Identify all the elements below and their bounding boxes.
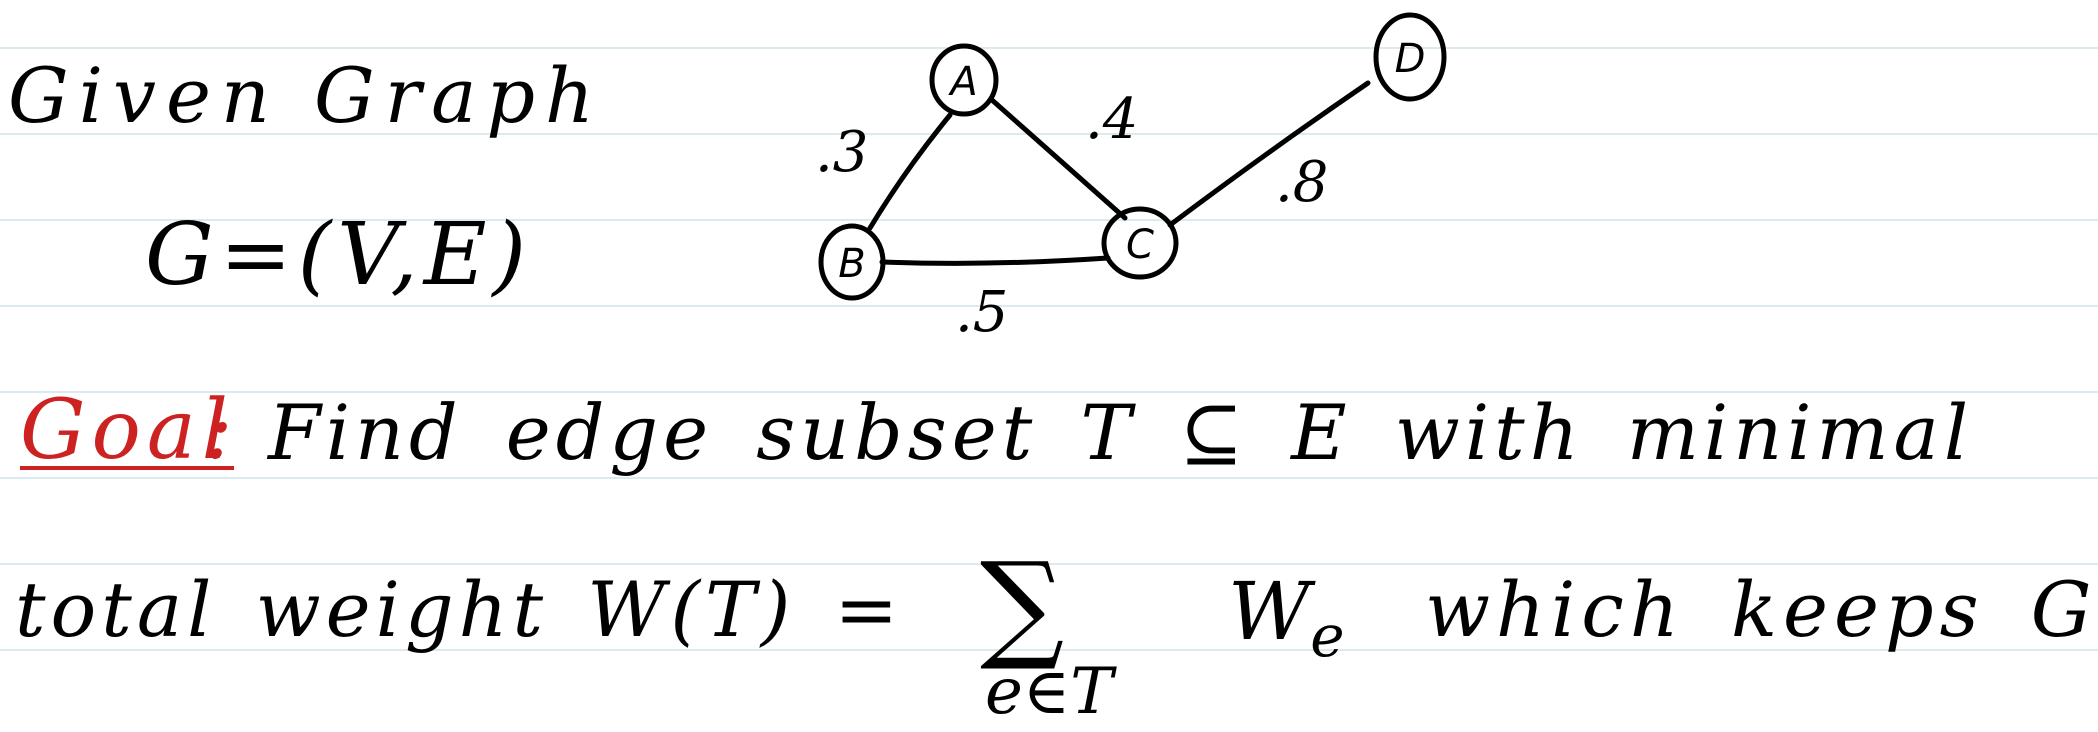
weight-term-subscript: e — [1310, 602, 1345, 670]
which-keeps-text: which keeps G — [1425, 565, 2098, 654]
ruled-line — [0, 649, 2098, 651]
node-a-label: A — [947, 59, 977, 105]
node-d-circle — [1373, 12, 1447, 102]
edge-weight-b-c: .5 — [955, 280, 1009, 345]
ruled-line — [0, 219, 2098, 221]
ruled-line — [0, 391, 2098, 393]
goal-text: Find edge subset T ⊆ E with minimal — [268, 388, 1974, 477]
edge-weight-c-d: .8 — [1275, 150, 1329, 215]
ruled-line — [0, 477, 2098, 479]
edge-a-b — [867, 112, 953, 231]
weight-term: We — [1228, 572, 1345, 666]
sum-subscript: e∈T — [985, 655, 1113, 729]
sum-symbol: ∑ — [980, 536, 1065, 674]
edge-a-c — [989, 97, 1128, 221]
ruled-line — [0, 47, 2098, 49]
node-b-circle — [818, 223, 886, 301]
node-c-label: C — [1126, 222, 1154, 268]
ruled-line — [0, 133, 2098, 135]
heading-given-graph: Given Graph — [8, 51, 604, 140]
total-weight-text: total weight W(T) = — [15, 565, 904, 654]
weight-term-base: W — [1228, 565, 1311, 658]
node-b-label: B — [838, 241, 865, 287]
edge-b-c — [879, 255, 1111, 266]
edge-weight-a-c: .4 — [1085, 87, 1139, 152]
node-c-circle — [1101, 206, 1179, 280]
ruled-line — [0, 305, 2098, 307]
edge-weight-a-b: .3 — [815, 120, 869, 185]
node-d-label: D — [1395, 36, 1426, 82]
heading-graph-definition: G=(V,E) — [145, 205, 533, 305]
goal-colon: : — [205, 383, 233, 478]
ruled-line — [0, 563, 2098, 565]
node-a-circle — [929, 43, 999, 117]
edge-c-d — [1167, 80, 1371, 228]
goal-label: Goal — [20, 383, 234, 478]
